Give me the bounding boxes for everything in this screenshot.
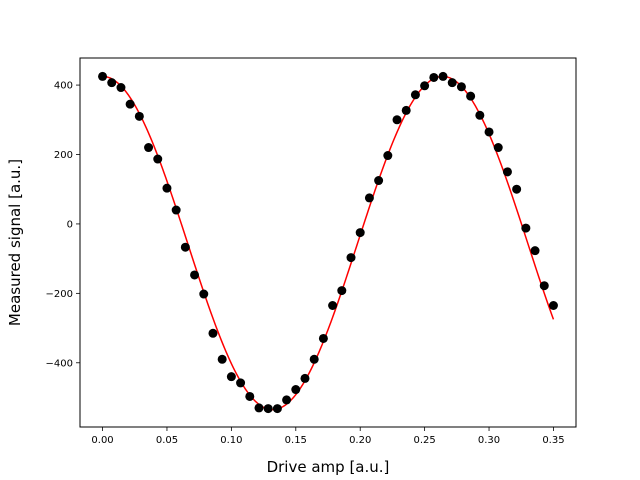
x-tick-label: 0.15 (285, 435, 307, 446)
data-point (208, 328, 218, 338)
data-point (199, 289, 209, 299)
data-point (502, 167, 512, 177)
data-point (236, 378, 246, 388)
data-point (355, 228, 365, 238)
data-point (272, 404, 282, 414)
data-point (374, 176, 384, 186)
x-axis-label: Drive amp [a.u.] (267, 458, 390, 476)
x-axis-ticks: 0.00 0.05 0.10 0.15 0.20 0.25 0.30 0.35 (91, 427, 565, 446)
data-point (116, 83, 126, 93)
data-point (364, 193, 374, 203)
data-point (475, 110, 485, 120)
data-point (420, 81, 430, 91)
data-point (226, 372, 236, 382)
data-point (98, 71, 108, 81)
y-axis-ticks: 400 200 0 −200 −400 (46, 81, 80, 369)
data-point (383, 151, 393, 161)
data-point (456, 82, 466, 92)
data-point (429, 72, 439, 82)
data-point (254, 403, 264, 413)
scatter-points-layer (98, 71, 558, 414)
data-point (539, 281, 549, 291)
y-tick-label: −400 (46, 358, 73, 369)
data-point (521, 223, 531, 233)
y-tick-label: −200 (46, 289, 73, 300)
data-point (346, 253, 356, 263)
x-tick-label: 0.00 (91, 435, 113, 446)
data-point (162, 183, 172, 193)
data-point (401, 105, 411, 115)
x-tick-label: 0.35 (542, 435, 564, 446)
data-point (328, 301, 338, 310)
data-point (291, 385, 301, 395)
y-tick-label: 0 (67, 219, 73, 230)
data-point (438, 71, 448, 81)
data-point (144, 143, 154, 153)
data-point (300, 373, 310, 383)
x-tick-label: 0.10 (220, 435, 242, 446)
y-tick-label: 400 (54, 81, 73, 92)
data-point (245, 391, 255, 401)
plot-frame (79, 57, 577, 428)
data-point (153, 154, 163, 164)
data-point (217, 354, 227, 364)
data-point (107, 78, 117, 88)
x-tick-label: 0.30 (478, 435, 500, 446)
data-point (263, 404, 273, 414)
data-point (282, 395, 292, 405)
data-point (318, 333, 328, 343)
data-point (493, 143, 503, 153)
data-point (530, 246, 540, 256)
data-point (190, 270, 200, 280)
data-point (466, 91, 476, 101)
y-axis-label: Measured signal [a.u.] (6, 159, 24, 326)
data-point (337, 286, 347, 296)
data-point (309, 354, 319, 364)
y-tick-label: 200 (54, 150, 73, 161)
data-point (548, 301, 558, 310)
data-point (125, 99, 135, 109)
x-tick-label: 0.20 (349, 435, 371, 446)
data-point (447, 78, 457, 88)
data-point (180, 242, 190, 252)
data-point (410, 90, 420, 100)
data-point (171, 205, 181, 215)
data-point (512, 184, 522, 194)
data-point (134, 111, 144, 121)
x-tick-label: 0.05 (156, 435, 178, 446)
x-tick-label: 0.25 (413, 435, 435, 446)
data-point (484, 127, 494, 137)
data-point (392, 115, 402, 125)
